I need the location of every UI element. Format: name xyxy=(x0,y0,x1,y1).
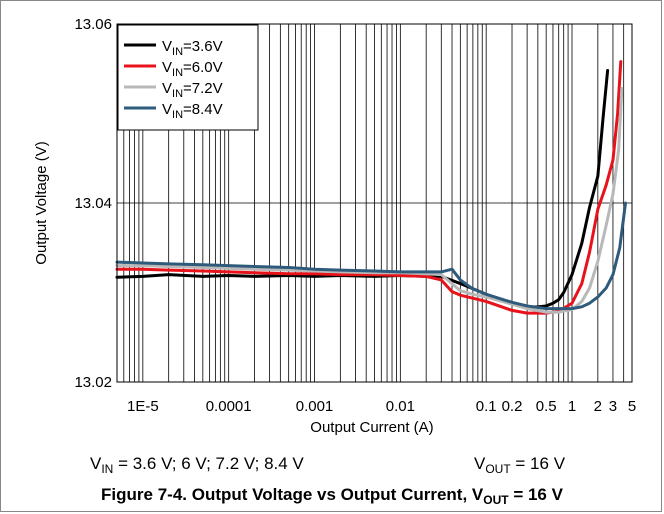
x-tick-label: 0.1 xyxy=(476,398,497,415)
output-voltage-chart: 1E-5 0.0001 0.001 0.01 0.1 0.2 0.5 1 2 3 5 13.02 13.… xyxy=(33,16,636,436)
legend-label-4: VIN=8.4V xyxy=(162,101,223,121)
x-axis-label: Output Current (A) xyxy=(310,419,433,436)
legend-label-2: VIN=6.0V xyxy=(162,59,223,79)
x-tick-label: 3 xyxy=(609,398,617,415)
input-voltage-condition: VIN = 3.6 V; 6 V; 7.2 V; 8.4 V xyxy=(90,454,304,476)
tick-labels: 1E-5 0.0001 0.001 0.01 0.1 0.2 0.5 1 2 3 5 13.02 13.… xyxy=(74,16,636,415)
x-tick-label: 2 xyxy=(594,398,602,415)
x-tick-label: 0.0001 xyxy=(206,398,252,415)
legend-label-3: VIN=7.2V xyxy=(162,80,223,100)
series-line-3 xyxy=(115,86,624,314)
y-tick-label: 13.04 xyxy=(74,195,112,212)
y-tick-label: 13.06 xyxy=(74,16,112,33)
y-axis-label: Output Voltage (V) xyxy=(33,141,50,264)
x-tick-label: 0.2 xyxy=(502,398,523,415)
x-tick-label: 0.01 xyxy=(386,398,415,415)
x-tick-label: 0.5 xyxy=(536,398,557,415)
plot-border xyxy=(116,23,633,383)
series-line-4 xyxy=(115,201,627,311)
x-tick-label: 0.001 xyxy=(296,398,334,415)
legend-label-1: VIN=3.6V xyxy=(162,38,223,58)
figure-caption: Figure 7-4. Output Voltage vs Output Cur… xyxy=(101,485,563,507)
series-lines xyxy=(115,60,627,315)
series-line-2 xyxy=(115,60,623,315)
x-tick-label: 1E-5 xyxy=(127,398,159,415)
x-tick-label: 5 xyxy=(628,398,636,415)
y-tick-label: 13.02 xyxy=(74,374,112,391)
legend-box xyxy=(117,24,259,131)
x-tick-label: 1 xyxy=(568,398,576,415)
output-voltage-condition: VOUT = 16 V xyxy=(474,454,566,476)
